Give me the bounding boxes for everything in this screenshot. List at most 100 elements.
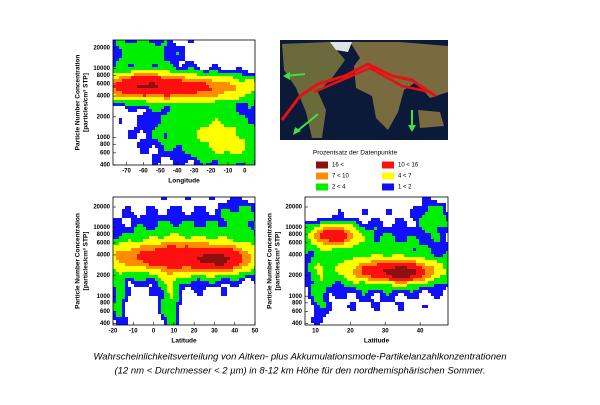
contour-cell bbox=[377, 269, 380, 272]
contour-cell bbox=[236, 79, 239, 82]
contour-cell bbox=[359, 257, 362, 260]
contour-cell bbox=[254, 73, 255, 76]
contour-cell bbox=[356, 257, 359, 260]
contour-cell bbox=[320, 311, 323, 314]
contour-cell bbox=[215, 136, 218, 139]
contour-cell bbox=[347, 305, 350, 308]
contour-cell bbox=[233, 227, 236, 230]
contour-cell bbox=[125, 103, 128, 106]
contour-cell bbox=[236, 124, 239, 127]
contour-cell bbox=[434, 272, 437, 275]
contour-cell bbox=[134, 67, 137, 70]
contour-cell bbox=[221, 281, 224, 284]
contour-cell bbox=[356, 236, 359, 239]
contour-cell bbox=[251, 263, 254, 266]
contour-cell bbox=[206, 88, 209, 91]
contour-cell bbox=[389, 248, 392, 251]
contour-cell bbox=[317, 290, 320, 293]
contour-cell bbox=[227, 100, 230, 103]
contour-cell bbox=[413, 296, 416, 299]
contour-cell bbox=[215, 251, 218, 254]
contour-cell bbox=[197, 254, 200, 257]
contour-cell bbox=[146, 266, 149, 269]
contour-cell bbox=[326, 275, 329, 278]
contour-cell bbox=[239, 248, 242, 251]
contour-cell bbox=[368, 278, 371, 281]
contour-cell bbox=[143, 263, 146, 266]
contour-cell bbox=[185, 284, 188, 287]
contour-cell bbox=[203, 254, 206, 257]
contour-cell bbox=[161, 314, 164, 317]
contour-cell bbox=[197, 163, 200, 165]
contour-cell bbox=[215, 88, 218, 91]
contour-cell bbox=[125, 287, 128, 290]
contour-cell bbox=[182, 245, 185, 248]
contour-cell bbox=[248, 115, 251, 118]
contour-cell bbox=[182, 49, 185, 52]
contour-cell bbox=[131, 106, 134, 109]
contour-cell bbox=[422, 197, 425, 200]
contour-cell bbox=[170, 61, 173, 64]
contour-cell bbox=[176, 320, 179, 323]
contour-cell bbox=[119, 245, 122, 248]
contour-cell bbox=[170, 296, 173, 299]
contour-cell bbox=[182, 112, 185, 115]
contour-cell bbox=[116, 61, 119, 64]
contour-cell bbox=[332, 254, 335, 257]
contour-cell bbox=[338, 278, 341, 281]
contour-cell bbox=[167, 94, 170, 97]
contour-cell bbox=[143, 97, 146, 100]
contour-cell bbox=[320, 287, 323, 290]
contour-cell bbox=[164, 230, 167, 233]
contour-cell bbox=[146, 248, 149, 251]
contour-cell bbox=[254, 278, 255, 281]
contour-cell bbox=[425, 218, 428, 221]
contour-cell bbox=[131, 79, 134, 82]
contour-cell bbox=[419, 236, 422, 239]
contour-cell bbox=[125, 299, 128, 302]
contour-cell bbox=[254, 85, 255, 88]
contour-cell bbox=[227, 160, 230, 163]
contour-cell bbox=[185, 269, 188, 272]
contour-cell bbox=[383, 281, 386, 284]
contour-cell bbox=[350, 281, 353, 284]
contour-cell bbox=[137, 218, 140, 221]
contour-cell bbox=[128, 260, 131, 263]
contour-cell bbox=[434, 206, 437, 209]
contour-cell bbox=[413, 281, 416, 284]
contour-cell bbox=[437, 257, 440, 260]
contour-cell bbox=[440, 212, 443, 215]
contour-cell bbox=[371, 218, 374, 221]
contour-cell bbox=[365, 272, 368, 275]
contour-cell bbox=[218, 215, 221, 218]
contour-cell bbox=[413, 254, 416, 257]
contour-cell bbox=[197, 103, 200, 106]
contour-cell bbox=[236, 227, 239, 230]
contour-cell bbox=[197, 133, 200, 136]
contour-cell bbox=[158, 160, 161, 163]
contour-cell bbox=[242, 275, 245, 278]
contour-cell bbox=[173, 61, 176, 64]
contour-cell bbox=[320, 284, 323, 287]
contour-cell bbox=[326, 221, 329, 224]
contour-cell bbox=[149, 121, 152, 124]
x-tick-label: 30 bbox=[382, 329, 389, 335]
contour-cell bbox=[422, 260, 425, 263]
contour-cell bbox=[164, 317, 167, 320]
contour-cell bbox=[167, 305, 170, 308]
contour-cell bbox=[122, 52, 125, 55]
contour-cell bbox=[173, 260, 176, 263]
contour-cell bbox=[155, 61, 158, 64]
contour-cell bbox=[413, 257, 416, 260]
contour-cell bbox=[440, 287, 443, 290]
y-tick-label: 20000 bbox=[93, 45, 110, 51]
contour-cell bbox=[125, 296, 128, 299]
contour-cell bbox=[323, 284, 326, 287]
contour-cell bbox=[146, 218, 149, 221]
contour-cell bbox=[359, 281, 362, 284]
contour-cell bbox=[254, 242, 255, 245]
contour-cell bbox=[206, 154, 209, 157]
contour-cell bbox=[176, 224, 179, 227]
contour-cell bbox=[233, 269, 236, 272]
contour-cell bbox=[410, 263, 413, 266]
